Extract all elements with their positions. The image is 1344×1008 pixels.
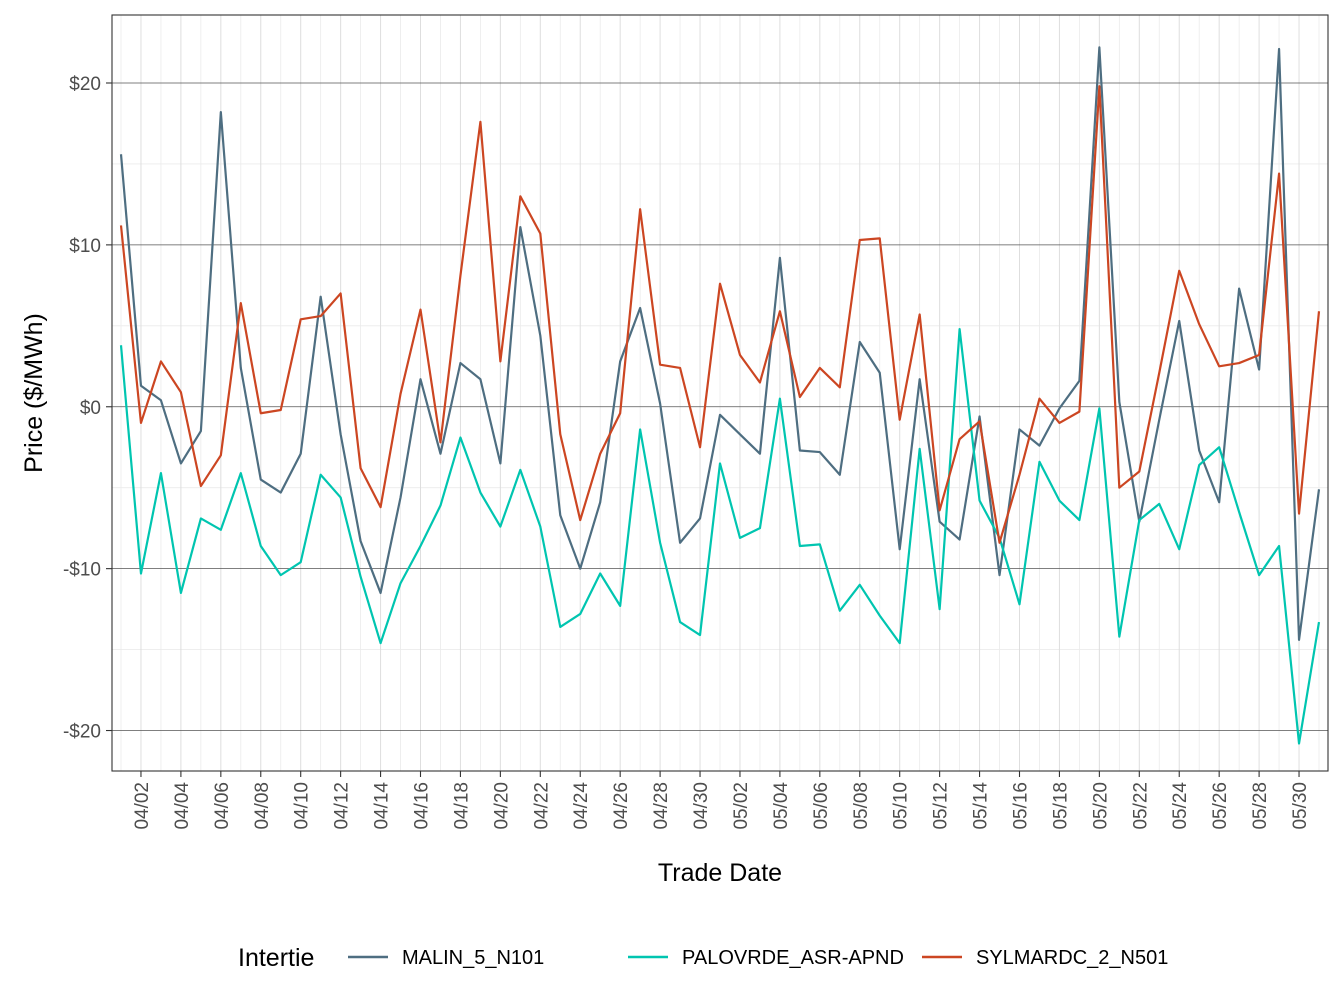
- legend-label-1: MALIN_5_N101: [402, 947, 544, 969]
- major-gridlines: [112, 15, 1328, 771]
- y-axis: -$20 -$10 $0 $10 $20: [63, 74, 112, 743]
- legend: Intertie MALIN_5_N101 PALOVRDE_ASR-APND SY…: [238, 944, 1168, 972]
- series-line-2: [119, 327, 1321, 745]
- x-tick-label: 05/30: [1290, 782, 1311, 830]
- x-tick-label: 04/30: [691, 782, 712, 830]
- x-tick-label: 04/24: [571, 782, 592, 830]
- x-tick-label: 05/16: [1011, 782, 1032, 830]
- plot-panel-border: [111, 14, 1329, 772]
- y-axis-title: Price ($/MWh): [20, 313, 48, 473]
- x-tick-label: 04/20: [491, 782, 512, 830]
- x-tick-label: 05/04: [771, 782, 792, 830]
- x-tick-label: 05/22: [1130, 782, 1151, 830]
- minor-gridlines: [112, 15, 1328, 771]
- x-tick-label: 05/28: [1250, 782, 1271, 830]
- x-tick-label: 05/24: [1170, 782, 1191, 830]
- x-tick-label: 04/02: [132, 782, 153, 830]
- x-tick-label: 05/10: [891, 782, 912, 830]
- x-tick-label: 04/18: [451, 782, 472, 830]
- y-tick-label: -$10: [63, 560, 101, 581]
- series-line-3: [119, 85, 1321, 544]
- x-tick-label: 04/12: [332, 782, 353, 830]
- x-tick-label: 05/14: [971, 782, 992, 830]
- x-axis: 04/02 04/04 04/06 04/08 04/10 04/12 04/14 04/16…: [132, 771, 1311, 830]
- x-tick-label: 05/06: [811, 782, 832, 830]
- x-tick-label: 04/04: [172, 782, 193, 830]
- y-tick-label: -$20: [63, 722, 101, 743]
- y-tick-label: $10: [69, 236, 101, 257]
- x-tick-label: 05/12: [931, 782, 952, 830]
- series-lines: [119, 46, 1321, 745]
- x-tick-label: 05/18: [1050, 782, 1071, 830]
- x-tick-label: 05/08: [851, 782, 872, 830]
- x-tick-label: 04/10: [292, 782, 313, 830]
- x-tick-label: 04/16: [412, 782, 433, 830]
- legend-label-2: PALOVRDE_ASR-APND: [682, 947, 904, 969]
- y-tick-label: $0: [80, 398, 101, 419]
- x-tick-label: 04/22: [531, 782, 552, 830]
- x-tick-label: 05/20: [1090, 782, 1111, 830]
- x-tick-label: 05/26: [1210, 782, 1231, 830]
- x-tick-label: 05/02: [731, 782, 752, 830]
- x-axis-title: Trade Date: [658, 859, 782, 887]
- legend-title: Intertie: [238, 944, 314, 972]
- legend-label-3: SYLMARDC_2_N501: [976, 947, 1168, 969]
- x-tick-label: 04/08: [252, 782, 273, 830]
- y-tick-label: $20: [69, 74, 101, 95]
- series-line-1: [119, 46, 1321, 641]
- x-tick-label: 04/14: [372, 782, 393, 830]
- x-tick-label: 04/26: [611, 782, 632, 830]
- x-tick-label: 04/28: [651, 782, 672, 830]
- x-tick-label: 04/06: [212, 782, 233, 830]
